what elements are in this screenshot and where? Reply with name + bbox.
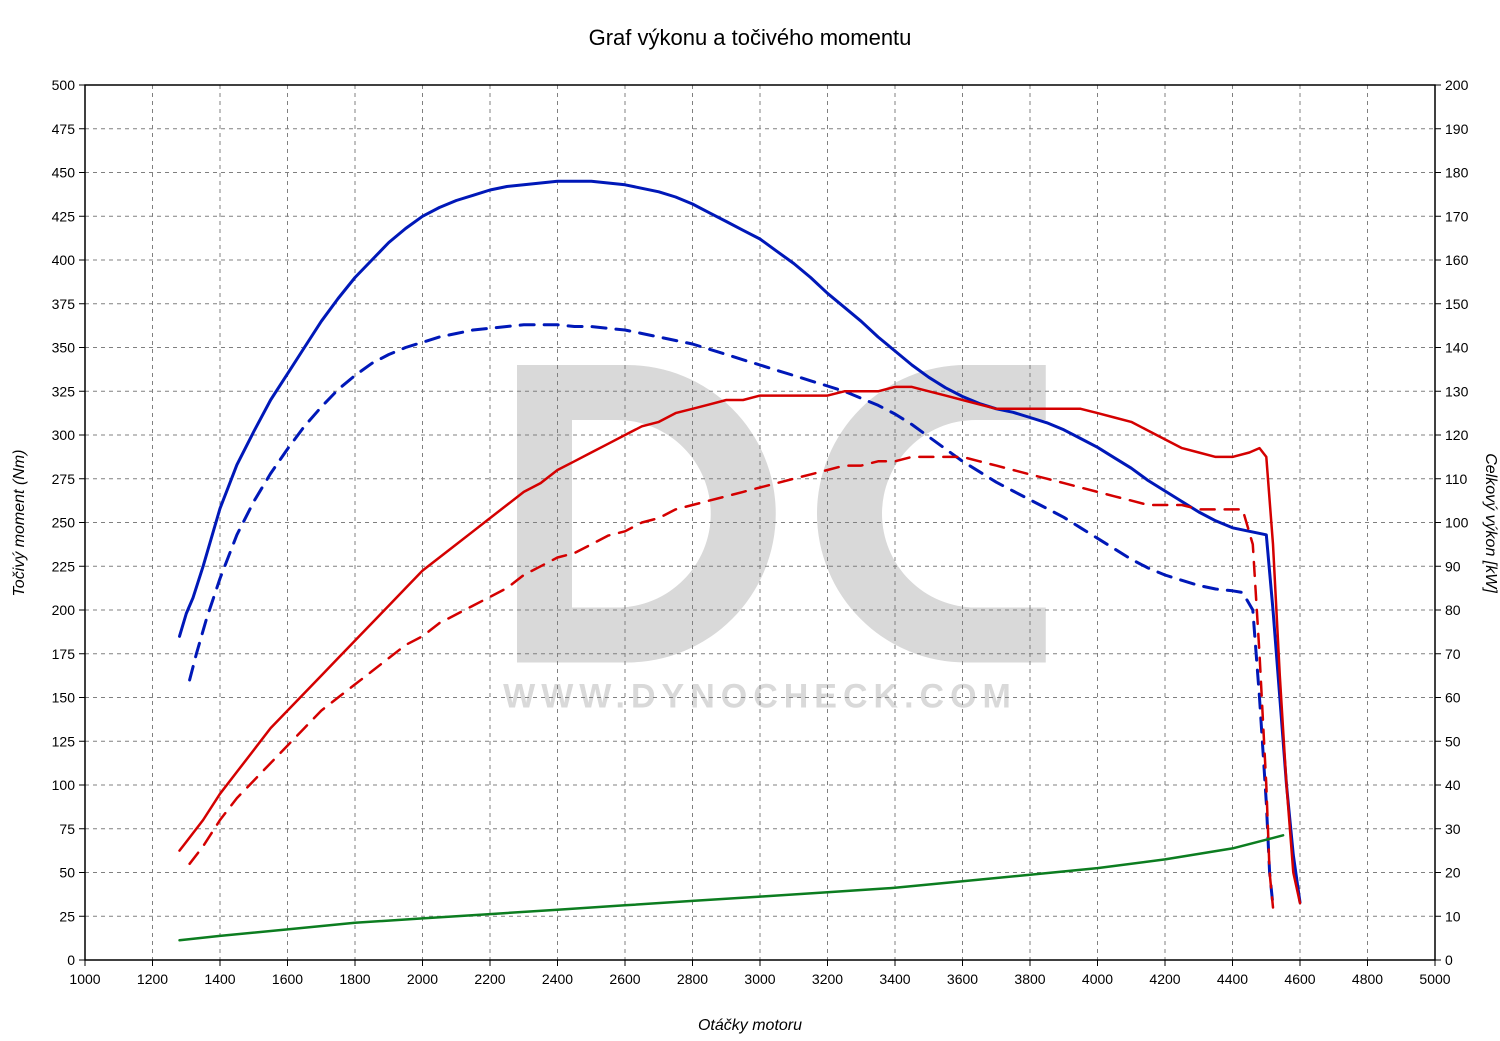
svg-text:110: 110: [1445, 471, 1468, 487]
svg-text:180: 180: [1445, 165, 1469, 181]
svg-text:400: 400: [52, 252, 76, 268]
chart-svg: WWW.DYNOCHECK.COM10001200140016001800200…: [0, 0, 1500, 1041]
svg-text:2800: 2800: [677, 971, 708, 987]
svg-text:3600: 3600: [947, 971, 978, 987]
svg-text:4000: 4000: [1082, 971, 1113, 987]
svg-text:200: 200: [1445, 77, 1469, 93]
svg-text:60: 60: [1445, 690, 1461, 706]
svg-text:275: 275: [52, 471, 76, 487]
svg-text:225: 225: [52, 558, 76, 574]
svg-text:100: 100: [1445, 515, 1469, 531]
svg-text:0: 0: [67, 952, 75, 968]
svg-text:3200: 3200: [812, 971, 843, 987]
svg-text:75: 75: [59, 821, 75, 837]
svg-text:300: 300: [52, 427, 76, 443]
svg-text:5000: 5000: [1419, 971, 1450, 987]
svg-text:2400: 2400: [542, 971, 573, 987]
svg-text:2200: 2200: [474, 971, 505, 987]
svg-text:170: 170: [1445, 208, 1469, 224]
svg-text:125: 125: [52, 733, 76, 749]
svg-text:325: 325: [52, 383, 76, 399]
svg-text:4400: 4400: [1217, 971, 1248, 987]
svg-text:150: 150: [1445, 296, 1469, 312]
svg-text:200: 200: [52, 602, 76, 618]
svg-text:3000: 3000: [744, 971, 775, 987]
svg-text:120: 120: [1445, 427, 1469, 443]
svg-text:50: 50: [1445, 733, 1461, 749]
svg-text:1800: 1800: [339, 971, 370, 987]
svg-text:375: 375: [52, 296, 76, 312]
svg-text:500: 500: [52, 77, 76, 93]
svg-text:3400: 3400: [879, 971, 910, 987]
svg-text:350: 350: [52, 340, 76, 356]
svg-text:80: 80: [1445, 602, 1461, 618]
svg-text:450: 450: [52, 165, 76, 181]
svg-text:1200: 1200: [137, 971, 168, 987]
svg-text:150: 150: [52, 690, 76, 706]
svg-text:130: 130: [1445, 383, 1469, 399]
svg-text:2600: 2600: [609, 971, 640, 987]
svg-text:0: 0: [1445, 952, 1453, 968]
svg-text:1400: 1400: [204, 971, 235, 987]
svg-text:4200: 4200: [1149, 971, 1180, 987]
svg-text:1000: 1000: [69, 971, 100, 987]
svg-text:25: 25: [59, 908, 75, 924]
svg-text:10: 10: [1445, 908, 1461, 924]
svg-text:50: 50: [59, 865, 75, 881]
svg-text:3800: 3800: [1014, 971, 1045, 987]
svg-text:20: 20: [1445, 865, 1461, 881]
svg-text:70: 70: [1445, 646, 1461, 662]
svg-text:1600: 1600: [272, 971, 303, 987]
svg-text:250: 250: [52, 515, 76, 531]
svg-text:140: 140: [1445, 340, 1469, 356]
chart-container: Graf výkonu a točivého momentu Otáčky mo…: [0, 0, 1500, 1041]
svg-text:100: 100: [52, 777, 76, 793]
svg-text:2000: 2000: [407, 971, 438, 987]
svg-text:90: 90: [1445, 558, 1461, 574]
svg-text:4800: 4800: [1352, 971, 1383, 987]
svg-text:4600: 4600: [1284, 971, 1315, 987]
svg-text:475: 475: [52, 121, 76, 137]
svg-text:425: 425: [52, 208, 76, 224]
svg-text:190: 190: [1445, 121, 1469, 137]
svg-text:30: 30: [1445, 821, 1461, 837]
svg-text:40: 40: [1445, 777, 1461, 793]
svg-text:175: 175: [52, 646, 76, 662]
series-loss_power: [180, 835, 1284, 940]
svg-text:160: 160: [1445, 252, 1469, 268]
